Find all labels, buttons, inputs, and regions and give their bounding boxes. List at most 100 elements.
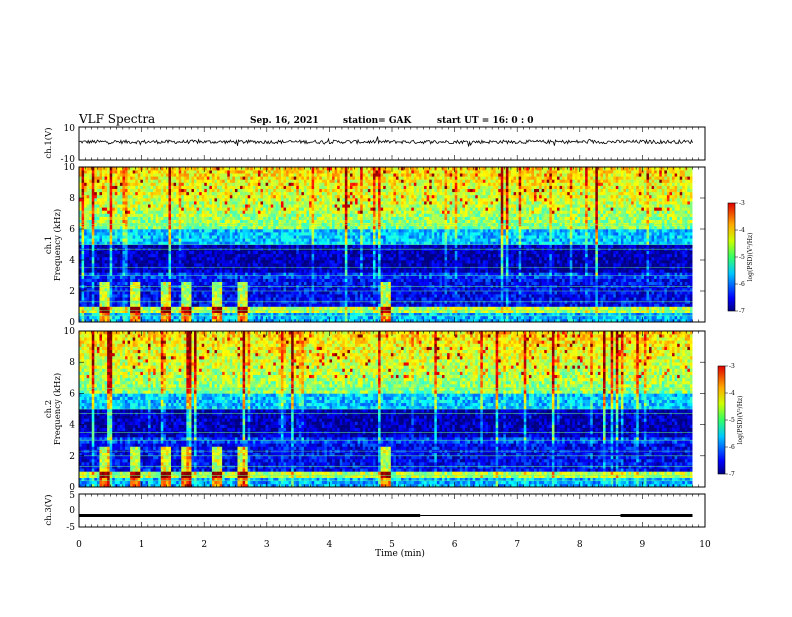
spectrogram-cell — [301, 276, 304, 279]
spectrogram-cell — [97, 176, 100, 179]
spectrogram-cell — [97, 232, 100, 235]
spectrogram-cell — [214, 173, 217, 176]
spectrogram-cell — [140, 232, 143, 235]
spectrogram-cell — [291, 257, 294, 260]
spectrogram-cell — [301, 238, 304, 241]
spectrogram-cell — [197, 186, 200, 189]
figure-title: VLF Spectra — [78, 112, 155, 126]
spectrogram-cell — [276, 276, 279, 279]
spectrogram-cell — [89, 198, 92, 201]
spectrogram-cell — [283, 207, 286, 210]
spectrogram-cell — [191, 282, 194, 285]
spectrogram-cell — [99, 229, 102, 232]
spectrogram-cell — [276, 269, 279, 272]
spectrogram-cell — [197, 189, 200, 192]
spectrogram-cell — [191, 173, 194, 176]
spectrogram-cell — [235, 220, 238, 223]
spectrogram-cell — [268, 186, 271, 189]
spectrogram-cell — [92, 294, 95, 297]
spectrogram-cell — [317, 251, 320, 254]
spectrogram-cell — [237, 173, 240, 176]
spectrogram-cell — [207, 291, 210, 294]
spectrogram-cell — [258, 204, 261, 207]
spectrogram-cell — [115, 263, 118, 266]
spectrogram-cell — [197, 279, 200, 282]
spectrogram-cell — [258, 282, 261, 285]
spectrogram-cell — [202, 297, 205, 300]
spectrogram-cell — [94, 251, 97, 254]
spectrogram-cell — [110, 303, 113, 306]
spectrogram-cell — [289, 195, 292, 198]
spectrogram-cell — [181, 276, 184, 279]
spectrogram-cell — [138, 170, 141, 173]
spectrogram-cell — [107, 201, 110, 204]
spectrogram-cell — [214, 176, 217, 179]
spectrogram-cell — [92, 232, 95, 235]
spectrogram-cell — [268, 294, 271, 297]
spectrogram-cell — [253, 316, 256, 319]
spectrogram-cell — [107, 276, 110, 279]
spectrogram-cell — [117, 260, 120, 263]
spectrogram-cell — [82, 179, 85, 182]
spectrogram-cell — [271, 204, 274, 207]
spectrogram-cell — [89, 195, 92, 198]
spectrogram-cell — [92, 316, 95, 319]
spectrogram-cell — [312, 207, 315, 210]
spectrogram-cell — [307, 170, 310, 173]
spectrogram-cell — [204, 291, 207, 294]
spectrogram-cell — [140, 173, 143, 176]
spectrogram-cell — [145, 276, 148, 279]
spectrogram-cell — [291, 279, 294, 282]
spectrogram-cell — [212, 303, 215, 306]
spectrogram-cell — [158, 269, 161, 272]
spectrogram-cell — [174, 179, 177, 182]
spectrogram-cell — [227, 183, 230, 186]
spectrogram-cell — [250, 257, 253, 260]
spectrogram-cell — [245, 204, 248, 207]
spectrogram-cell — [84, 232, 87, 235]
spectrogram-cell — [199, 238, 202, 241]
spectrogram-cell — [276, 167, 279, 170]
spectrogram-cell — [278, 235, 281, 238]
spectrogram-cell — [125, 210, 128, 213]
spectrogram-cell — [179, 229, 182, 232]
spectrogram-cell — [181, 189, 184, 192]
spectrogram-cell — [189, 263, 192, 266]
spectrogram-cell — [253, 238, 256, 241]
spectrogram-cell — [120, 170, 123, 173]
spectrogram-cell — [312, 167, 315, 170]
spectrogram-cell — [227, 170, 230, 173]
spectrogram-cell — [199, 201, 202, 204]
spectrogram-cell — [294, 229, 297, 232]
spectrogram-cell — [314, 179, 317, 182]
spectrogram-cell — [125, 269, 128, 272]
spectrogram-cell — [232, 170, 235, 173]
spectrogram-cell — [89, 269, 92, 272]
spectrogram-cell — [191, 195, 194, 198]
spectrogram-cell — [268, 201, 271, 204]
spectrogram-cell — [283, 170, 286, 173]
spectrogram-cell — [186, 263, 189, 266]
spectrogram-cell — [235, 297, 238, 300]
spectrogram-cell — [237, 217, 240, 220]
spectrogram-cell — [99, 245, 102, 248]
spectrogram-cell — [235, 210, 238, 213]
spectrogram-cell — [317, 297, 320, 300]
spectrogram-cell — [191, 260, 194, 263]
spectrogram-cell — [319, 291, 322, 294]
spectrogram-cell — [174, 189, 177, 192]
spectrogram-cell — [271, 214, 274, 217]
spectrogram-cell — [148, 282, 151, 285]
spectrogram-cell — [102, 176, 105, 179]
spectrogram-cell — [120, 229, 123, 232]
spectrogram-cell — [156, 257, 159, 260]
spectrogram-cell — [166, 220, 169, 223]
spectrogram-cell — [322, 282, 325, 285]
spectrogram-cell — [266, 238, 269, 241]
spectrogram-cell — [281, 269, 284, 272]
spectrogram-cell — [271, 297, 274, 300]
spectrogram-cell — [176, 179, 179, 182]
spectrogram-cell — [122, 235, 125, 238]
spectrogram-cell — [301, 195, 304, 198]
spectrogram-cell — [260, 316, 263, 319]
